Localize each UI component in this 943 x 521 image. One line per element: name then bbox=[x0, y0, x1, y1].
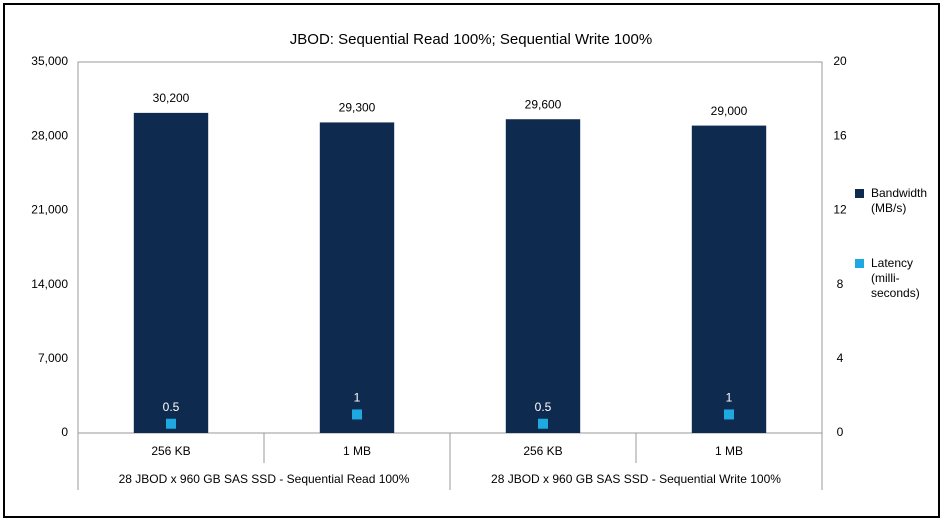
marker-value-label: 1 bbox=[726, 391, 733, 405]
bar-value-label: 29,600 bbox=[525, 97, 562, 111]
marker bbox=[724, 409, 734, 420]
y2-tick-label: 0 bbox=[837, 425, 844, 439]
marker-value-label: 1 bbox=[354, 391, 361, 405]
legend-item: Latency (milli-seconds) bbox=[855, 256, 937, 301]
legend: Bandwidth (MB/s) Latency (milli-seconds) bbox=[855, 186, 937, 341]
legend-swatch bbox=[855, 259, 864, 268]
bar-value-label: 29,000 bbox=[711, 104, 748, 118]
x-tick-label: 256 KB bbox=[151, 444, 190, 458]
legend-label: Bandwidth (MB/s) bbox=[871, 186, 928, 215]
group-label: 28 JBOD x 960 GB SAS SSD - Sequential Re… bbox=[119, 472, 410, 486]
bar bbox=[133, 112, 209, 433]
marker-value-label: 0.5 bbox=[163, 400, 180, 414]
frame bbox=[3, 3, 940, 518]
y-tick-label: 21,000 bbox=[31, 203, 68, 217]
y-tick-label: 7,000 bbox=[38, 351, 68, 365]
y2-tick-label: 20 bbox=[833, 54, 847, 68]
y2-tick-label: 16 bbox=[833, 128, 847, 142]
marker bbox=[352, 409, 362, 420]
bar bbox=[319, 122, 395, 434]
x-tick-label: 1 MB bbox=[715, 444, 743, 458]
marker bbox=[538, 418, 548, 429]
y-tick-label: 35,000 bbox=[31, 54, 68, 68]
bar-value-label: 30,200 bbox=[153, 91, 190, 105]
legend-item: Bandwidth (MB/s) bbox=[855, 186, 937, 216]
legend-label: Latency (milli-seconds) bbox=[871, 256, 920, 300]
bar-value-label: 29,300 bbox=[339, 101, 376, 115]
marker-value-label: 0.5 bbox=[535, 400, 552, 414]
y2-tick-label: 8 bbox=[837, 277, 844, 291]
y-tick-label: 14,000 bbox=[31, 277, 68, 291]
y2-tick-label: 4 bbox=[837, 351, 844, 365]
x-tick-label: 256 KB bbox=[523, 444, 562, 458]
bar bbox=[691, 125, 767, 433]
y-tick-label: 0 bbox=[61, 425, 68, 439]
bar bbox=[505, 119, 581, 434]
chart-title: JBOD: Sequential Read 100%; Sequential W… bbox=[290, 31, 652, 48]
y2-tick-label: 12 bbox=[833, 203, 847, 217]
y-tick-label: 28,000 bbox=[31, 128, 68, 142]
marker bbox=[166, 418, 176, 429]
x-tick-label: 1 MB bbox=[343, 444, 371, 458]
group-label: 28 JBOD x 960 GB SAS SSD - Sequential Wr… bbox=[491, 472, 781, 486]
legend-swatch bbox=[855, 189, 864, 198]
